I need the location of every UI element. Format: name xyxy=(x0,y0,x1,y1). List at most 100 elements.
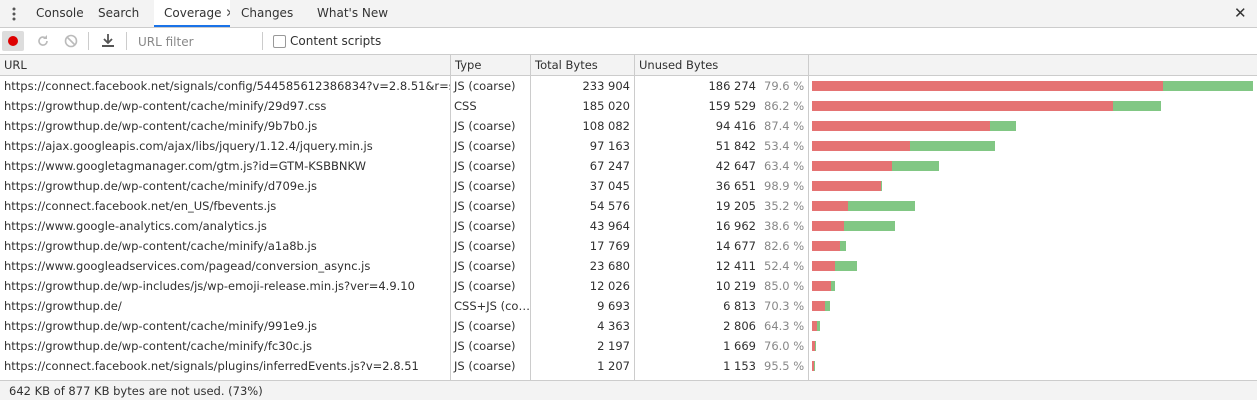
tab[interactable]: Search xyxy=(98,6,140,20)
record-button[interactable] xyxy=(2,31,24,51)
type-cell: CSS xyxy=(454,99,477,113)
unused-bar xyxy=(812,281,832,291)
unused-bytes-cell: 12 411 xyxy=(715,259,756,273)
separator xyxy=(126,32,127,50)
unused-bar xyxy=(812,121,990,131)
url-cell: https://growthup.de/wp-content/cache/min… xyxy=(4,119,318,133)
type-cell: JS (coarse) xyxy=(454,339,516,353)
column-divider xyxy=(634,55,635,380)
unused-percent-cell: 35.2 % xyxy=(764,199,805,213)
toolbar: URL filter Content scripts xyxy=(0,28,1257,55)
url-cell: https://ajax.googleapis.com/ajax/libs/jq… xyxy=(4,139,373,153)
url-cell: https://www.google-analytics.com/analyti… xyxy=(4,219,267,233)
tab[interactable]: What's New xyxy=(317,6,389,20)
unused-bar xyxy=(812,341,816,351)
column-divider xyxy=(808,55,809,380)
unused-bytes-cell: 1 669 xyxy=(723,339,756,353)
total-bytes-cell: 4 363 xyxy=(597,319,630,333)
column-divider xyxy=(450,55,451,380)
used-bar xyxy=(817,321,821,331)
unused-percent-cell: 63.4 % xyxy=(764,159,805,173)
type-cell: JS (coarse) xyxy=(454,159,516,173)
total-bytes-cell: 97 163 xyxy=(589,139,630,153)
type-cell: JS (coarse) xyxy=(454,279,516,293)
used-bar xyxy=(990,121,1016,131)
tab-active[interactable]: Coverage ✕ xyxy=(154,0,230,27)
unused-percent-cell: 87.4 % xyxy=(764,119,805,133)
reload-button[interactable] xyxy=(36,34,50,48)
type-cell: JS (coarse) xyxy=(454,139,516,153)
type-cell: CSS+JS (co… xyxy=(454,299,530,313)
used-bar xyxy=(892,161,939,171)
used-bar xyxy=(831,281,835,291)
unused-percent-cell: 38.6 % xyxy=(764,219,805,233)
unused-bytes-cell: 2 806 xyxy=(723,319,756,333)
url-cell: https://growthup.de/wp-content/cache/min… xyxy=(4,179,317,193)
checkbox-label[interactable]: Content scripts xyxy=(290,34,382,48)
unused-bytes-cell: 14 677 xyxy=(715,239,756,253)
used-bar xyxy=(843,221,895,231)
unused-bar xyxy=(812,221,844,231)
unused-percent-cell: 70.3 % xyxy=(764,299,805,313)
unused-bytes-cell: 36 651 xyxy=(715,179,756,193)
unused-percent-cell: 98.9 % xyxy=(764,179,805,193)
url-cell: https://growthup.de/wp-content/cache/min… xyxy=(4,239,317,253)
table-header: URL Type Total Bytes Unused Bytes xyxy=(0,55,1257,76)
unused-bytes-cell: 19 205 xyxy=(715,199,756,213)
tab-label: Coverage xyxy=(164,6,222,20)
unused-bar xyxy=(812,201,849,211)
used-bar xyxy=(835,261,857,271)
unused-percent-cell: 64.3 % xyxy=(764,319,805,333)
unused-bytes-cell: 186 274 xyxy=(708,79,756,93)
total-bytes-cell: 233 904 xyxy=(582,79,630,93)
status-bar: 642 KB of 877 KB bytes are not used. (73… xyxy=(0,380,1257,400)
type-cell: JS (coarse) xyxy=(454,199,516,213)
total-bytes-cell: 54 576 xyxy=(589,199,630,213)
separator xyxy=(88,32,89,50)
column-header[interactable]: Type xyxy=(450,55,530,75)
unused-bar xyxy=(812,301,825,311)
unused-bytes-cell: 94 416 xyxy=(715,119,756,133)
type-cell: JS (coarse) xyxy=(454,239,516,253)
url-cell: https://connect.facebook.net/signals/con… xyxy=(4,79,450,93)
column-header[interactable]: Total Bytes xyxy=(530,55,634,75)
unused-bar xyxy=(812,261,836,271)
clear-button[interactable] xyxy=(64,34,78,48)
tab-close[interactable]: ✕ xyxy=(225,6,230,20)
tab[interactable]: Console xyxy=(36,6,84,20)
url-cell: https://growthup.de/wp-content/cache/min… xyxy=(4,339,312,353)
column-header[interactable]: Unused Bytes xyxy=(634,55,808,75)
checkbox[interactable] xyxy=(273,35,286,48)
total-bytes-cell: 9 693 xyxy=(597,299,630,313)
url-cell: https://growthup.de/ xyxy=(4,299,122,313)
type-cell: JS (coarse) xyxy=(454,79,516,93)
unused-bytes-cell: 1 153 xyxy=(723,359,756,373)
type-cell: JS (coarse) xyxy=(454,219,516,233)
export-button[interactable] xyxy=(101,33,115,49)
separator xyxy=(262,32,263,50)
url-cell: https://growthup.de/wp-content/cache/min… xyxy=(4,99,327,113)
unused-bytes-cell: 159 529 xyxy=(708,99,756,113)
unused-bytes-cell: 51 842 xyxy=(715,139,756,153)
column-divider xyxy=(530,55,531,380)
column-header[interactable]: URL xyxy=(4,58,27,72)
unused-percent-cell: 85.0 % xyxy=(764,279,805,293)
used-bar xyxy=(815,341,817,351)
used-bar xyxy=(839,241,846,251)
total-bytes-cell: 43 964 xyxy=(589,219,630,233)
record-dot xyxy=(8,36,18,46)
url-filter[interactable]: URL filter xyxy=(138,35,194,49)
unused-percent-cell: 82.6 % xyxy=(764,239,805,253)
type-cell: JS (coarse) xyxy=(454,259,516,273)
column-header xyxy=(808,55,1257,75)
menu-button[interactable] xyxy=(10,6,18,22)
close-drawer[interactable]: ✕ xyxy=(1234,4,1247,22)
tab[interactable]: Changes xyxy=(241,6,294,20)
unused-bytes-cell: 6 813 xyxy=(723,299,756,313)
url-cell: https://growthup.de/wp-content/cache/min… xyxy=(4,319,318,333)
unused-bar xyxy=(812,321,818,331)
type-cell: JS (coarse) xyxy=(454,179,516,193)
url-cell: https://www.googleadservices.com/pagead/… xyxy=(4,259,371,273)
tab-bar: Console Search Coverage ✕ Changes What's… xyxy=(0,0,1257,28)
